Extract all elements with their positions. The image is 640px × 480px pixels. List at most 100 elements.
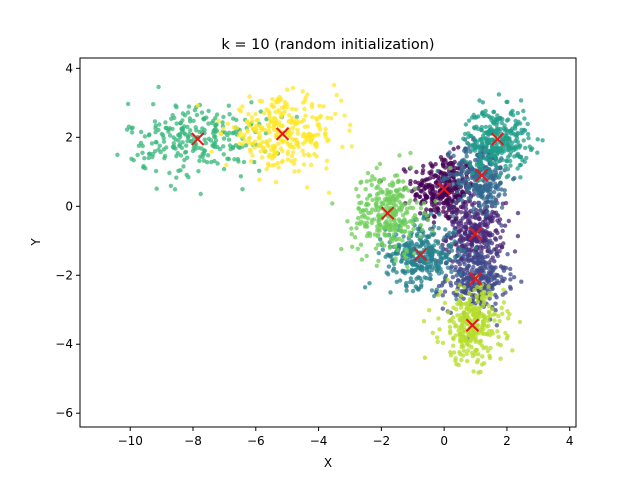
data-point [414, 169, 419, 175]
data-point [371, 217, 377, 222]
data-point [260, 155, 265, 160]
data-point [370, 207, 375, 212]
data-point [349, 232, 354, 237]
data-point [161, 139, 167, 144]
data-point [435, 206, 440, 211]
data-point [162, 153, 168, 159]
data-point [497, 192, 502, 197]
data-point [513, 118, 518, 124]
data-point [380, 247, 385, 252]
data-point [475, 161, 480, 166]
data-point [167, 170, 172, 176]
data-point [374, 165, 379, 171]
data-point [447, 324, 453, 330]
data-point [433, 198, 438, 204]
data-point [483, 213, 488, 218]
data-point [216, 118, 221, 124]
data-point [273, 180, 279, 185]
data-point [448, 330, 453, 336]
data-point [506, 173, 511, 178]
data-point [262, 127, 268, 133]
data-point [350, 244, 355, 249]
data-point [478, 204, 483, 209]
data-point [486, 266, 492, 271]
data-point [339, 246, 344, 252]
data-point [508, 277, 513, 282]
data-point [475, 313, 480, 318]
data-point [501, 241, 506, 246]
data-point [135, 152, 140, 158]
data-point [442, 289, 448, 294]
data-point [214, 112, 220, 117]
data-point [403, 169, 408, 174]
data-point [174, 153, 179, 159]
data-point [281, 111, 286, 116]
data-point [238, 174, 244, 179]
data-point [499, 244, 505, 250]
data-point [163, 120, 168, 125]
data-point [455, 189, 460, 195]
data-point [480, 110, 485, 116]
data-point [481, 270, 486, 275]
data-point [445, 161, 450, 166]
data-point [226, 156, 231, 162]
data-point [138, 129, 144, 135]
data-point [388, 189, 394, 195]
data-point [391, 202, 397, 208]
data-point [478, 166, 483, 171]
data-point [213, 138, 219, 143]
data-point [402, 202, 407, 207]
centroid-marker-8 [465, 318, 480, 332]
data-point [365, 170, 371, 176]
data-point [490, 286, 495, 292]
data-point [474, 139, 480, 145]
x-axis-ticks: −10 −8 −6 −4 −2 0 2 4 [118, 427, 574, 448]
data-point [367, 281, 372, 286]
data-point [508, 149, 514, 155]
data-point [518, 98, 524, 103]
data-point [468, 220, 473, 225]
data-point [359, 257, 365, 262]
data-point [396, 194, 401, 199]
data-point [465, 348, 471, 353]
data-point [300, 133, 305, 139]
data-point [451, 146, 456, 152]
data-point [448, 165, 453, 171]
data-point [314, 116, 319, 121]
data-point [384, 219, 389, 224]
data-point [261, 146, 266, 152]
data-point [451, 305, 456, 310]
data-point [206, 121, 211, 126]
data-point [430, 228, 435, 233]
data-point [270, 143, 275, 149]
data-point [487, 310, 492, 315]
data-point [427, 276, 433, 281]
data-point [457, 272, 463, 277]
data-point [489, 153, 494, 158]
data-point [437, 212, 442, 217]
data-point [457, 350, 462, 355]
data-point [291, 161, 297, 166]
data-point [397, 278, 403, 283]
data-point [424, 207, 429, 212]
cluster-8-points [421, 274, 523, 375]
data-point [451, 153, 456, 158]
data-point [428, 211, 434, 216]
data-point [508, 286, 513, 291]
data-point [472, 182, 477, 187]
data-point [463, 221, 469, 226]
data-point [489, 161, 495, 166]
data-point [453, 358, 458, 363]
data-point [301, 152, 307, 157]
data-point [496, 341, 501, 347]
data-point [140, 143, 145, 149]
data-point [480, 303, 485, 309]
data-point [508, 266, 513, 272]
data-point [464, 340, 469, 346]
data-point [478, 285, 483, 291]
data-point [212, 144, 218, 150]
data-point [437, 327, 442, 332]
data-point [401, 252, 407, 257]
data-point [391, 232, 397, 237]
